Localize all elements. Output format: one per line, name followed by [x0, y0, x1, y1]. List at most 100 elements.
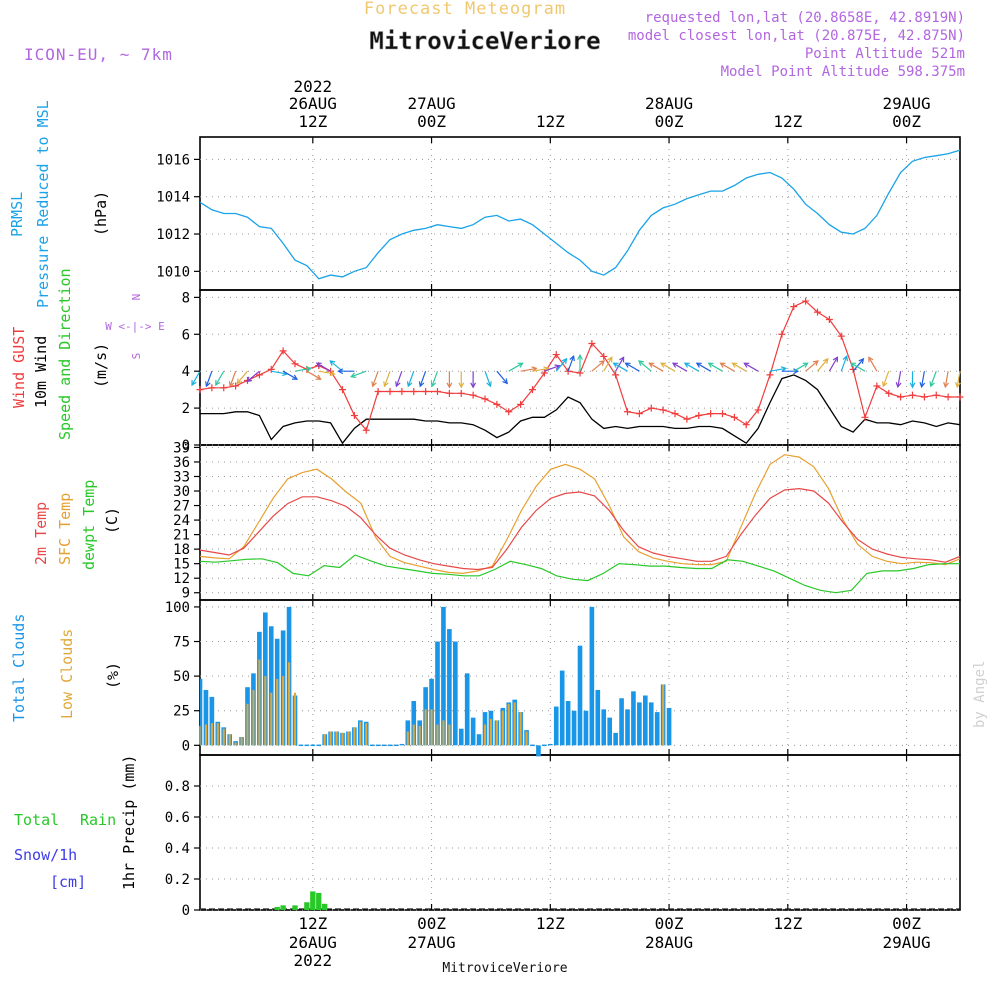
snow-label: Snow/1h	[14, 846, 77, 864]
low-cloud-bar	[204, 724, 207, 746]
wind-arrow-head	[607, 356, 613, 363]
gust-marker	[802, 297, 810, 305]
wind-arrow	[743, 362, 759, 372]
wind-arrow-head	[955, 382, 961, 389]
snow-unit-label: [cm]	[50, 873, 86, 891]
footer-station: MitroviceVeriore	[442, 961, 567, 976]
wind-arrow-head	[822, 357, 829, 364]
total-cloud-bar	[203, 689, 209, 746]
wind-arrow-head	[458, 382, 465, 389]
bottom-axis-date: 28AUG	[645, 933, 693, 952]
wind-arrow-head	[337, 368, 344, 375]
wind-arrow	[567, 355, 575, 372]
low-cloud-bar	[234, 742, 237, 746]
wind-arrow-head	[929, 381, 935, 388]
pressure-line	[199, 149, 961, 280]
gust-marker	[350, 411, 358, 419]
y-tick-label: 0.6	[165, 810, 190, 826]
low-cloud-bar	[412, 724, 415, 746]
gust-marker	[422, 387, 430, 395]
wind-plot	[191, 297, 964, 445]
bottom-axis-date: 27AUG	[407, 933, 455, 952]
pressure-unit-label: (hPa)	[92, 191, 110, 236]
wind-arrow	[732, 362, 747, 372]
low-cloud-label: Low Clouds	[58, 629, 76, 719]
station-title: MitroviceVeriore	[369, 27, 600, 55]
total-label: Total	[14, 811, 59, 829]
total-cloud-bar	[666, 707, 672, 746]
gust-marker	[624, 408, 631, 416]
low-cloud-bar	[495, 720, 498, 746]
total-cloud-bar	[642, 695, 648, 746]
gust-marker	[196, 386, 204, 394]
wind-arrow	[625, 362, 640, 372]
wind-arrow	[684, 362, 700, 372]
wind-arrow	[306, 370, 322, 380]
gust-marker	[457, 389, 465, 397]
wind-arrow-head	[329, 370, 336, 377]
total-cloud-bar	[589, 606, 595, 746]
wind-arrow	[613, 362, 628, 372]
wind-arrow-head	[228, 381, 235, 388]
wind-arrow	[318, 370, 335, 375]
low-cloud-bar	[353, 727, 356, 746]
wind-arrow	[484, 370, 492, 387]
gust-marker	[695, 411, 703, 419]
total-cloud-label: Total Clouds	[10, 614, 28, 722]
wind-arrow	[944, 371, 949, 388]
total-cloud-bar	[452, 641, 458, 746]
y-tick-label: 0.4	[165, 841, 190, 857]
low-cloud-bar	[252, 689, 255, 746]
top-axis-hour: 12Z	[773, 112, 802, 131]
wind-arrow	[372, 370, 379, 387]
low-cloud-bar	[240, 737, 243, 746]
gust-marker	[659, 406, 667, 414]
gust-marker	[398, 387, 406, 395]
low-cloud-bar	[282, 676, 285, 746]
prmsl-desc-label: Pressure Reduced to MSL	[34, 100, 52, 308]
low-cloud-bar	[442, 720, 445, 746]
top-axis-hour: 00Z	[892, 112, 921, 131]
pressure-labels: PRMSL Pressure Reduced to MSL (hPa)	[8, 100, 110, 308]
gust-marker	[742, 421, 750, 429]
low-cloud-bar	[323, 734, 326, 746]
low-cloud-bar	[424, 709, 427, 746]
wind-arrow-head	[371, 381, 377, 388]
gust-marker	[374, 387, 382, 395]
wind-arrow	[817, 358, 829, 372]
total-cloud-bar	[411, 701, 417, 746]
rain-bar	[292, 905, 298, 910]
wind-arrow	[793, 362, 808, 372]
total-cloud-bar	[447, 629, 452, 746]
low-cloud-bar	[436, 724, 439, 746]
gust-marker	[410, 387, 418, 395]
top-axis-date: 29AUG	[882, 94, 930, 113]
wind-arrow-head	[569, 355, 575, 362]
total-cloud-bar	[565, 701, 571, 746]
wind-arrow-head	[895, 382, 902, 389]
gust-marker	[517, 400, 525, 408]
product-title: Forecast Meteogram	[364, 0, 566, 19]
gust-marker	[837, 332, 845, 340]
wind-arrow	[532, 367, 549, 372]
bottom-axis-hour: 12Z	[536, 914, 565, 933]
gust-marker	[825, 316, 833, 324]
wind-arrow	[508, 362, 523, 372]
wind-arrow-head	[731, 362, 738, 368]
wind-arrow	[282, 370, 298, 380]
model-altitude: Model Point Altitude 598.375m	[721, 64, 965, 80]
low-cloud-bar	[335, 731, 338, 746]
gust-marker	[386, 387, 394, 395]
compass-row: W <-|-> E	[105, 320, 165, 333]
precip-labels: Total Rain Snow/1h [cm] 1hr Precip (mm)	[14, 755, 138, 891]
wind-arrow-head	[943, 382, 949, 389]
wind-arrow	[897, 371, 902, 388]
gust-marker	[707, 410, 715, 418]
wind-arrow-head	[707, 362, 714, 368]
top-axis-date: 26AUG	[289, 94, 337, 113]
gust-marker	[885, 389, 893, 397]
gust-marker	[944, 393, 952, 401]
total-cloud-bar	[595, 689, 601, 746]
wind-arrow	[236, 370, 248, 384]
gust-marker	[445, 389, 453, 397]
